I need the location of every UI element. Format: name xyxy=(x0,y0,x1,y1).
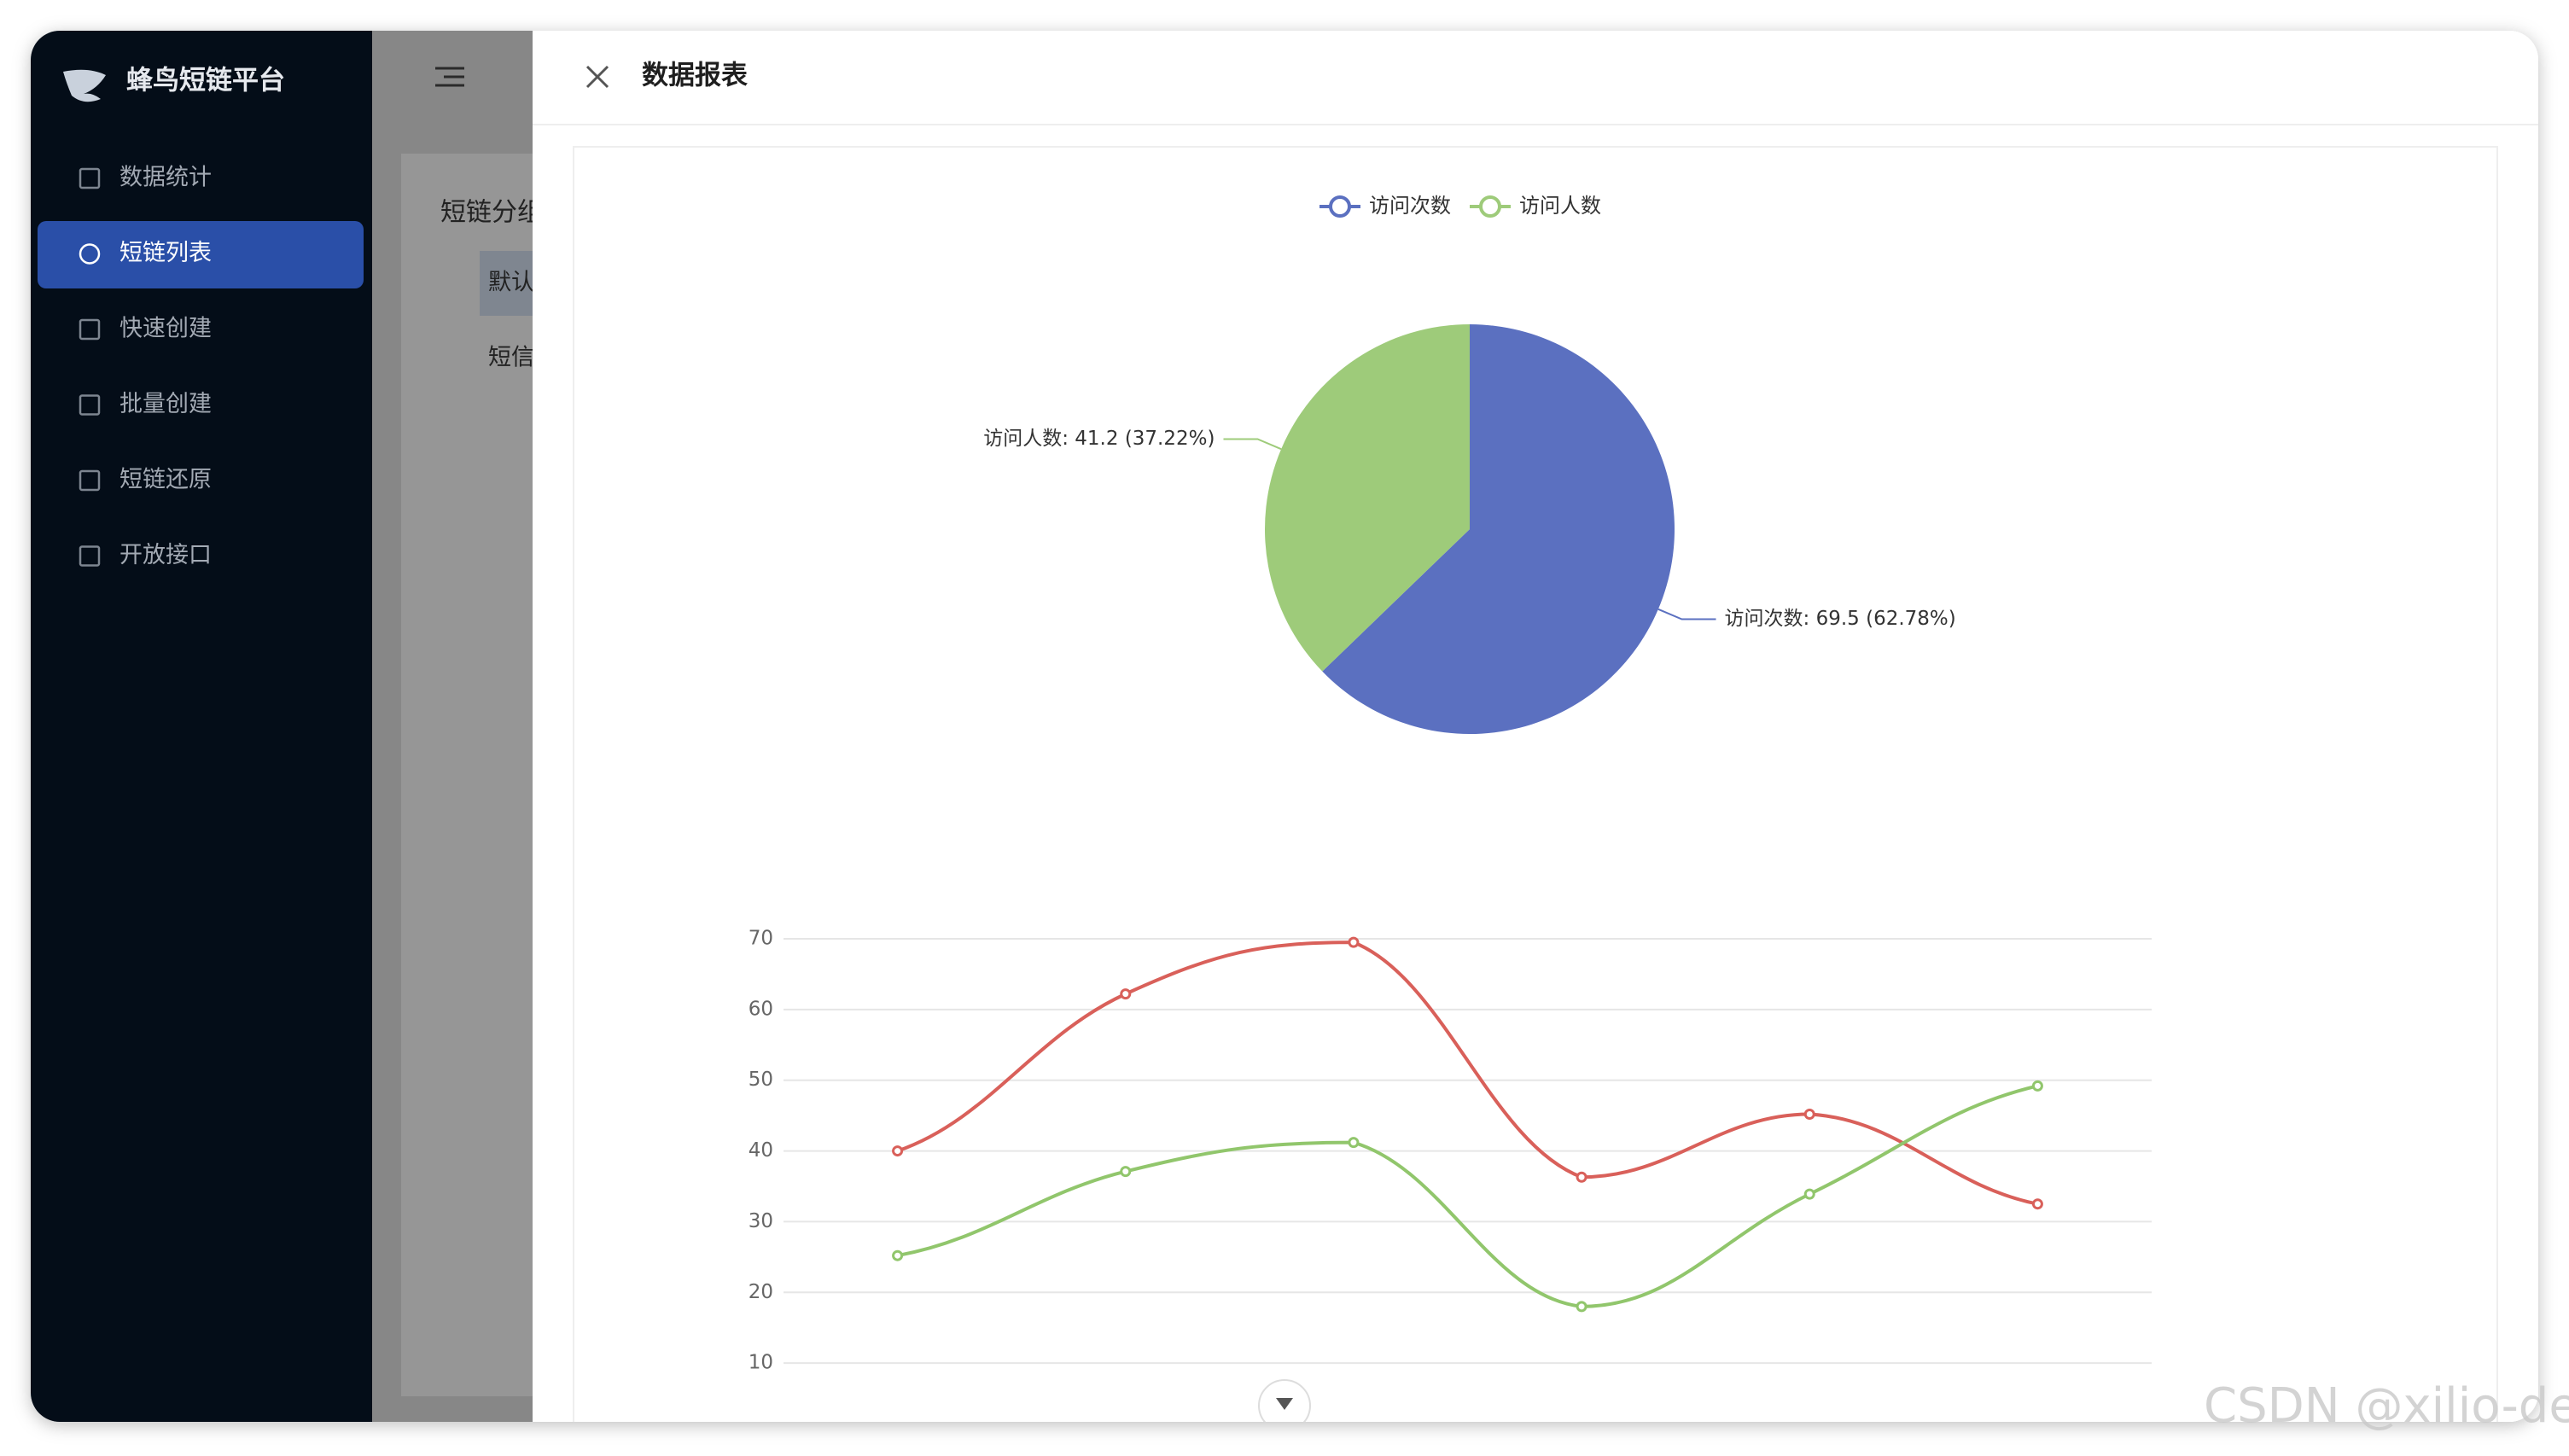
pie-label: 访问人数: 41.2 (37.22%) xyxy=(983,428,1215,450)
menu-item[interactable]: 数据统计 xyxy=(119,165,212,191)
menu-icon xyxy=(79,318,101,341)
menu-item[interactable]: 短链还原 xyxy=(119,467,212,493)
bg-item: 默认 xyxy=(488,270,534,296)
active-menu-bg xyxy=(38,221,364,288)
legend-label: 访问人数 xyxy=(1519,194,1601,218)
line-point xyxy=(1348,1137,1360,1149)
pie-slice xyxy=(1265,324,1470,672)
menu-icon xyxy=(79,243,101,265)
legend-marker xyxy=(1479,195,1501,218)
y-tick-label: 20 xyxy=(749,1281,773,1303)
bg-card xyxy=(401,154,538,1396)
line-series xyxy=(897,1084,2038,1308)
pie-slice xyxy=(1322,324,1675,735)
brand: 蜂鸟短链平台 xyxy=(126,66,285,96)
bg-item: 短信 xyxy=(488,345,534,371)
menu-icon xyxy=(79,167,101,189)
line-point xyxy=(1576,1301,1587,1313)
y-tick-label: 10 xyxy=(749,1352,773,1374)
line-point xyxy=(1348,936,1360,948)
line-point xyxy=(1120,1166,1132,1178)
line-series xyxy=(896,941,2038,1206)
legend-label: 访问次数 xyxy=(1369,194,1451,218)
line-point xyxy=(892,1249,904,1261)
line-point xyxy=(1120,988,1132,1000)
menu-item[interactable]: 短链列表 xyxy=(119,240,212,266)
scroll-icon xyxy=(1276,1398,1293,1410)
logo xyxy=(63,69,106,102)
y-tick-label: 70 xyxy=(749,928,773,950)
line-point xyxy=(1803,1188,1815,1200)
y-tick-label: 60 xyxy=(749,998,773,1020)
line-point xyxy=(892,1145,904,1157)
y-tick-label: 40 xyxy=(749,1139,773,1162)
menu-icon xyxy=(79,545,101,567)
bg-section: 短链分组 xyxy=(440,198,543,228)
line-point xyxy=(1803,1108,1815,1120)
line-point xyxy=(2031,1080,2043,1092)
bg-tab xyxy=(480,251,533,316)
menu-item[interactable]: 开放接口 xyxy=(119,542,212,568)
y-tick-label: 50 xyxy=(749,1069,773,1091)
menu-toggle[interactable] xyxy=(435,67,464,87)
close-button[interactable] xyxy=(585,65,609,89)
pie-label: 访问次数: 69.5 (62.78%) xyxy=(1725,608,1956,630)
menu-item[interactable]: 批量创建 xyxy=(119,391,212,417)
label-line xyxy=(1223,438,1282,451)
label-line xyxy=(1657,608,1716,620)
menu-icon xyxy=(79,469,101,492)
y-tick-label: 30 xyxy=(749,1210,773,1232)
line-point xyxy=(1576,1171,1587,1183)
watermark: CSDN @xilio-dev xyxy=(2204,1378,2569,1434)
line-point xyxy=(2031,1198,2043,1210)
menu-item[interactable]: 快速创建 xyxy=(119,316,212,342)
drawer-title: 数据报表 xyxy=(642,61,748,91)
menu-icon xyxy=(79,394,101,416)
legend-marker xyxy=(1329,195,1351,218)
